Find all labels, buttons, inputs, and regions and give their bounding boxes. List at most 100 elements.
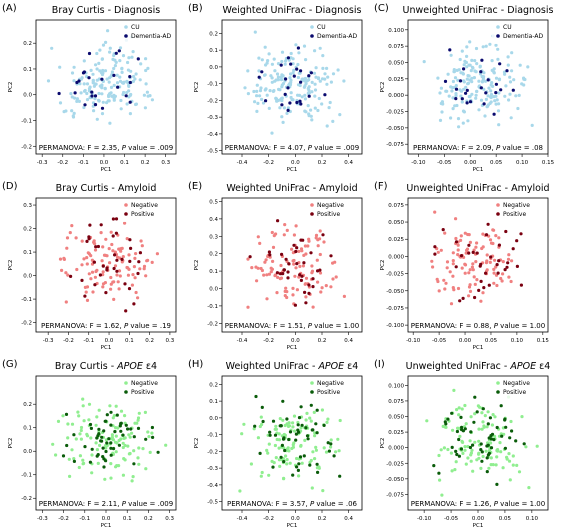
scatter-point	[506, 63, 510, 67]
scatter-point	[318, 271, 323, 275]
scatter-point	[286, 270, 290, 274]
scatter-point	[258, 451, 262, 455]
y-tick-label: 0.0	[209, 65, 218, 71]
scatter-point	[474, 96, 478, 100]
scatter-point	[475, 62, 479, 66]
scatter-point	[129, 427, 133, 431]
scatter-point	[446, 72, 450, 76]
scatter-point	[496, 449, 500, 453]
scatter-point	[297, 462, 301, 466]
scatter-point	[87, 272, 91, 276]
scatter-point	[260, 70, 264, 74]
scatter-point	[139, 239, 143, 243]
scatter-point	[470, 58, 474, 63]
x-tick-label: 0.15	[537, 338, 550, 344]
scatter-point	[497, 243, 501, 247]
scatter-point	[451, 259, 455, 263]
scatter-point	[95, 268, 99, 272]
scatter-point	[87, 76, 91, 80]
legend-entry: Dementia-AD	[317, 33, 357, 40]
legend-marker	[124, 390, 128, 394]
scatter-point	[315, 431, 319, 435]
scatter-point	[302, 454, 306, 458]
scatter-point	[439, 86, 443, 90]
scatter-point	[121, 473, 125, 477]
scatter-point	[295, 456, 299, 461]
scatter-point	[261, 419, 265, 424]
scatter-point	[82, 70, 86, 74]
x-tick-label: 0.2	[145, 338, 154, 344]
scatter-point	[146, 258, 150, 262]
scatter-point	[307, 291, 311, 295]
scatter-point	[481, 232, 485, 236]
scatter-point	[298, 99, 302, 103]
scatter-point	[303, 97, 307, 101]
scatter-point	[258, 89, 263, 93]
scatter-point	[322, 446, 326, 450]
scatter-point	[469, 430, 473, 434]
scatter-point	[285, 462, 289, 466]
scatter-point	[69, 274, 73, 278]
scatter-point	[481, 420, 485, 424]
scatter-point	[474, 93, 478, 97]
scatter-point	[260, 405, 264, 409]
scatter-point	[255, 83, 259, 87]
y-axis-label: PC2	[8, 438, 14, 449]
scatter-point	[455, 452, 459, 457]
scatter-point	[464, 422, 468, 426]
scatter-point	[323, 72, 327, 76]
scatter-point	[126, 427, 130, 431]
scatter-point	[326, 417, 330, 421]
scatter-point	[317, 466, 321, 470]
scatter-point	[115, 273, 119, 277]
scatter-point	[146, 430, 150, 434]
scatter-point	[259, 86, 263, 90]
scatter-point	[109, 74, 113, 78]
scatter-point	[64, 412, 69, 416]
scatter-point	[58, 101, 63, 105]
scatter-point	[130, 283, 134, 287]
panel-label: (H)	[188, 359, 203, 370]
scatter-point	[291, 98, 295, 102]
scatter-point	[89, 426, 93, 430]
scatter-point	[291, 473, 295, 477]
scatter-point	[470, 92, 474, 96]
x-tick-label: -0.4	[237, 338, 248, 344]
scatter-point	[475, 251, 479, 255]
x-tick-label: 0.4	[344, 338, 353, 344]
scatter-point	[436, 250, 440, 254]
scatter-point	[291, 71, 295, 75]
scatter-point	[285, 417, 289, 421]
panel-label: (D)	[2, 181, 18, 192]
scatter-point	[126, 444, 130, 448]
scatter-point	[300, 95, 304, 99]
scatter-point	[113, 64, 117, 68]
scatter-point	[338, 113, 342, 117]
scatter-point	[474, 46, 479, 51]
scatter-point	[304, 301, 308, 305]
x-axis-label: PC1	[473, 345, 484, 351]
scatter-point	[510, 69, 514, 73]
scatter-point	[89, 277, 93, 281]
scatter-point	[58, 257, 63, 261]
legend-marker	[124, 203, 128, 207]
scatter-point	[448, 48, 452, 52]
scatter-point	[103, 477, 107, 481]
scatter-point	[489, 456, 493, 460]
scatter-point	[273, 427, 277, 431]
scatter-point	[117, 287, 121, 291]
scatter-point	[486, 78, 490, 82]
scatter-point	[99, 223, 103, 227]
scatter-point	[280, 115, 284, 119]
scatter-point	[75, 99, 79, 103]
scatter-point	[87, 51, 92, 56]
scatter-point	[133, 77, 137, 81]
scatter-point	[338, 418, 342, 423]
scatter-point	[460, 425, 464, 429]
legend-box	[306, 200, 360, 222]
scatter-point	[114, 465, 118, 469]
scatter-point	[108, 46, 112, 50]
scatter-point	[463, 231, 467, 235]
scatter-point	[465, 54, 469, 59]
scatter-point	[503, 446, 507, 450]
